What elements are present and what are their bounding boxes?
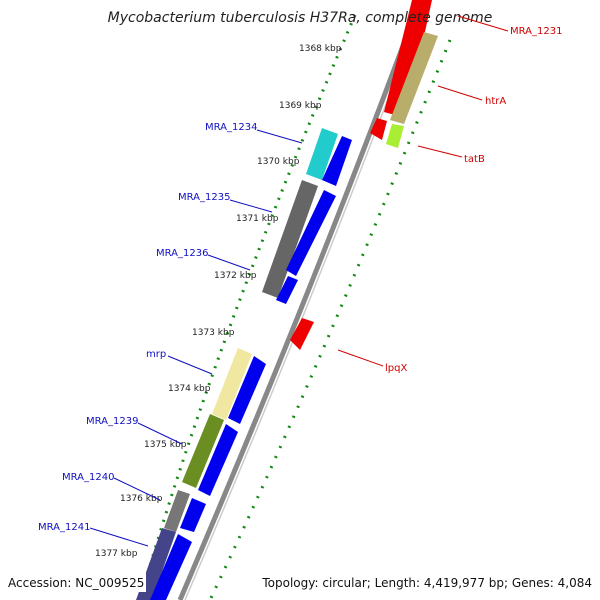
gene-block-mra1235-fwd: [286, 190, 336, 276]
gene-label-mrp: mrp: [146, 349, 166, 360]
gene-label-mra1239: MRA_1239: [86, 416, 138, 427]
leader-line: [417, 145, 463, 158]
kbp-label: 1369 kbp: [279, 101, 322, 111]
gene-label-mra1235: MRA_1235: [178, 192, 230, 203]
kbp-label: 1373 kbp: [192, 328, 235, 338]
leader-line: [167, 355, 213, 375]
footer-accession-bg: [0, 568, 146, 592]
gene-block-tatb: [386, 124, 404, 148]
leader-line: [437, 85, 483, 101]
gene-label-mra1241: MRA_1241: [38, 522, 90, 533]
gene-block-mra1235: [262, 180, 318, 298]
gene-label-lpqx: lpqX: [385, 363, 407, 374]
genome-backbone: [177, 0, 423, 600]
footer-summary-bg: [256, 568, 596, 592]
kbp-label: 1375 kbp: [144, 440, 187, 450]
leader-line: [137, 422, 183, 445]
gene-label-mra1240: MRA_1240: [62, 472, 114, 483]
gene-block-htra: [390, 32, 438, 124]
gene-block-small-red: [370, 118, 387, 140]
accession-text: Accession: NC_009525: [8, 576, 144, 590]
gene-block-lpqx: [290, 318, 314, 350]
gene-block-mrp-fwd: [228, 356, 266, 424]
gc-track-left: [138, 14, 357, 600]
kbp-label: 1377 kbp: [95, 549, 138, 559]
gene-block-mra1236-fwd: [276, 276, 298, 304]
kbp-label: 1370 kbp: [257, 157, 300, 167]
leader-line: [89, 527, 149, 547]
map-title: Mycobacterium tuberculosis H37Ra, comple…: [108, 10, 493, 26]
gene-label-htra: htrA: [485, 96, 506, 107]
gene-block-mrp: [212, 348, 252, 420]
gene-block-mra1239: [182, 414, 224, 488]
gene-block-mra1240: [164, 490, 190, 532]
gene-label-mra1236: MRA_1236: [156, 248, 208, 259]
leader-line: [256, 129, 303, 144]
gene-block-mra1231: [384, 0, 432, 118]
kbp-label: 1374 kbp: [168, 384, 211, 394]
leader-line: [113, 477, 161, 501]
gene-label-mra1231: MRA_1231: [510, 26, 562, 37]
gene-label-mra1234: MRA_1234: [205, 122, 257, 133]
gene-block-mra1234-fwd: [322, 136, 352, 186]
leader-line: [229, 199, 273, 213]
gene-block-mra1241-fwd: [150, 534, 192, 600]
leader-line: [457, 15, 509, 32]
leader-line: [207, 254, 251, 271]
gene-label-tatb: tatB: [464, 154, 485, 165]
gene-block-mra1239-fwd: [198, 424, 238, 496]
gene-block-mra1240-fwd: [180, 498, 206, 532]
kbp-label: 1372 kbp: [214, 271, 257, 281]
kbp-label: 1376 kbp: [120, 494, 163, 504]
genome-summary-text: Topology: circular; Length: 4,419,977 bp…: [261, 576, 592, 590]
kbp-label: 1368 kbp: [299, 44, 342, 54]
leader-line: [337, 349, 384, 367]
kbp-label: 1371 kbp: [236, 214, 279, 224]
gene-block-mra1234: [306, 128, 338, 180]
